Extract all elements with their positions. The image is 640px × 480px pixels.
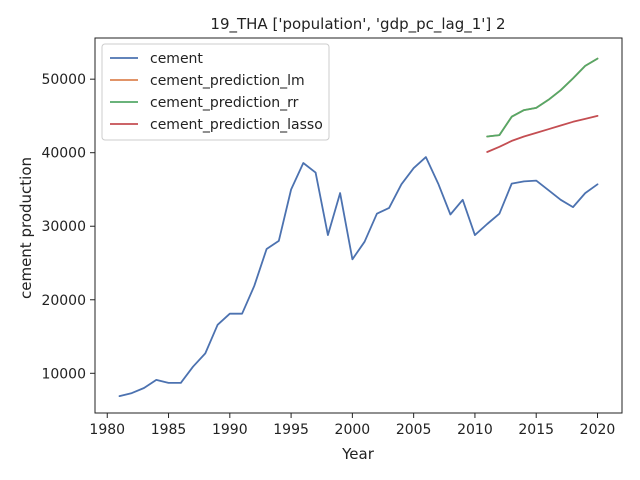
plot-frame bbox=[94, 37, 623, 414]
plot-area bbox=[94, 37, 623, 414]
x-tick-label: 2020 bbox=[580, 422, 616, 438]
y-tick-label: 30000 bbox=[41, 219, 86, 235]
series-line-cement bbox=[118, 156, 599, 398]
legend: cement cement_prediction_lm cement_predict… bbox=[101, 43, 330, 141]
y-axis-label: cement production bbox=[17, 157, 35, 299]
x-tick-label: 2010 bbox=[457, 422, 493, 438]
x-tick-label: 1995 bbox=[273, 422, 309, 438]
series-line-cement-prediction-lasso bbox=[486, 115, 599, 153]
legend-frame bbox=[101, 43, 330, 141]
y-tick-label: 20000 bbox=[41, 293, 86, 309]
x-tick-label: 1980 bbox=[89, 422, 125, 438]
y-tick-label: 40000 bbox=[41, 146, 86, 162]
y-tick-label: 50000 bbox=[41, 72, 86, 88]
x-axis: 1980 1985 1990 1995 2000 2005 2010 2015 2020 bbox=[89, 413, 615, 438]
legend-entry: cement_prediction_rr bbox=[150, 95, 299, 111]
x-axis-label: Year bbox=[341, 445, 375, 463]
y-axis: 10000 20000 30000 40000 50000 bbox=[41, 72, 95, 382]
legend-entry: cement bbox=[150, 51, 203, 67]
x-tick-label: 2005 bbox=[396, 422, 432, 438]
series-line-cement-prediction-rr bbox=[486, 57, 599, 138]
chart-title: 19_THA ['population', 'gdp_pc_lag_1'] 2 bbox=[210, 15, 505, 34]
x-tick-label: 2015 bbox=[518, 422, 554, 438]
x-tick-label: 2000 bbox=[335, 422, 371, 438]
x-tick-label: 1985 bbox=[151, 422, 187, 438]
x-tick-label: 1990 bbox=[212, 422, 248, 438]
y-tick-label: 10000 bbox=[41, 366, 86, 382]
legend-entry: cement_prediction_lm bbox=[150, 73, 305, 89]
legend-entry: cement_prediction_lasso bbox=[150, 117, 323, 133]
